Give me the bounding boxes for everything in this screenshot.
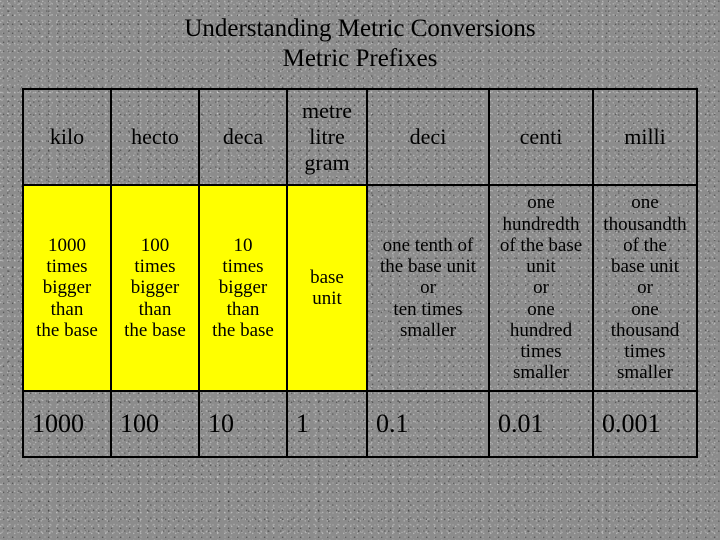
description-cell: one thousandth of the base unit or one t… bbox=[593, 185, 697, 391]
table-header-row: kilohectodecametre litre gramdecicentimi… bbox=[23, 89, 697, 185]
title-line-1: Understanding Metric Conversions bbox=[184, 15, 535, 42]
header-cell: centi bbox=[489, 89, 593, 185]
value-cell: 0.001 bbox=[593, 391, 697, 457]
description-cell: 1000 times bigger than the base bbox=[23, 185, 111, 391]
description-cell: base unit bbox=[287, 185, 367, 391]
header-cell: hecto bbox=[111, 89, 199, 185]
header-cell: deci bbox=[367, 89, 489, 185]
header-cell: deca bbox=[199, 89, 287, 185]
description-cell: 100 times bigger than the base bbox=[111, 185, 199, 391]
value-cell: 100 bbox=[111, 391, 199, 457]
page-title: Understanding Metric Conversions Metric … bbox=[0, 14, 720, 74]
table-value-row: 10001001010.10.010.001 bbox=[23, 391, 697, 457]
table-description-row: 1000 times bigger than the base100 times… bbox=[23, 185, 697, 391]
description-cell: 10 times bigger than the base bbox=[199, 185, 287, 391]
header-cell: metre litre gram bbox=[287, 89, 367, 185]
title-line-2: Metric Prefixes bbox=[283, 45, 438, 72]
value-cell: 1000 bbox=[23, 391, 111, 457]
metric-prefix-table: kilohectodecametre litre gramdecicentimi… bbox=[22, 88, 698, 458]
value-cell: 10 bbox=[199, 391, 287, 457]
header-cell: kilo bbox=[23, 89, 111, 185]
slide-content: Understanding Metric Conversions Metric … bbox=[0, 0, 720, 458]
description-cell: one hundredth of the base unit or one hu… bbox=[489, 185, 593, 391]
value-cell: 0.01 bbox=[489, 391, 593, 457]
value-cell: 1 bbox=[287, 391, 367, 457]
header-cell: milli bbox=[593, 89, 697, 185]
value-cell: 0.1 bbox=[367, 391, 489, 457]
description-cell: one tenth of the base unit or ten times … bbox=[367, 185, 489, 391]
